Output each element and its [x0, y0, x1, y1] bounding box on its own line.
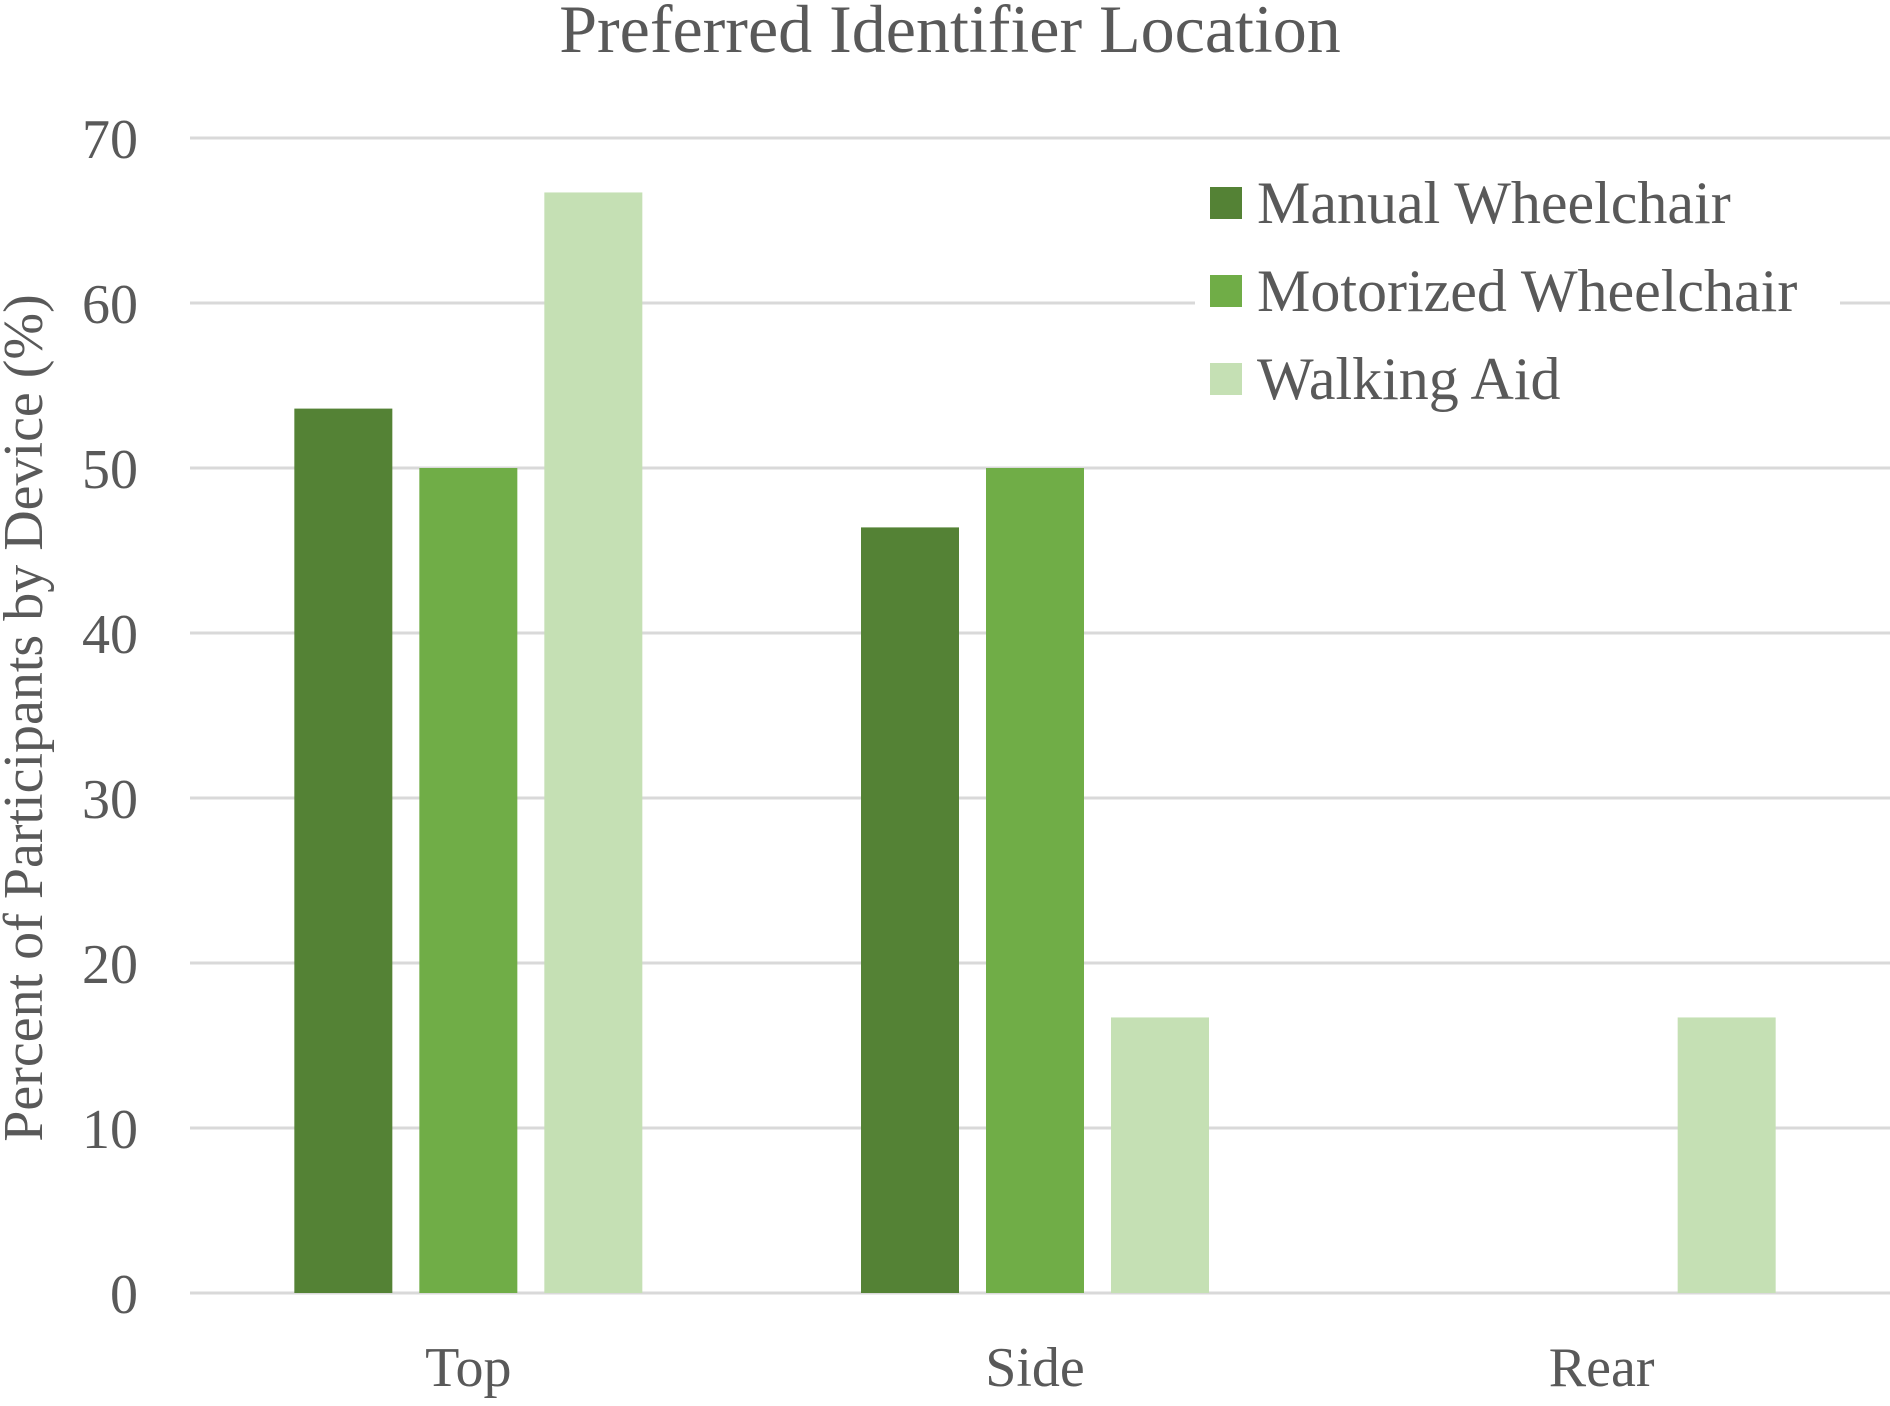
y-axis-ticks: 0 10 20 30 40 50 60 70 [82, 109, 138, 1326]
bar-manual-wheelchair-top [294, 408, 393, 1294]
legend: Manual Wheelchair Motorized Wheelchair Wal… [1195, 158, 1840, 416]
y-tick-label: 40 [82, 604, 138, 666]
y-axis-label: Percent of Participants by Device (%) [0, 294, 55, 1141]
legend-swatch [1210, 275, 1242, 307]
y-tick-label: 30 [82, 769, 138, 831]
y-tick-label: 0 [110, 1264, 138, 1326]
y-tick-label: 20 [82, 934, 138, 996]
bar-walking-aid-side [1111, 1017, 1209, 1293]
bar-motorized-wheelchair-side [986, 468, 1084, 1293]
legend-background [1195, 158, 1840, 416]
legend-swatch [1210, 187, 1242, 219]
bar-motorized-wheelchair-top [419, 468, 518, 1293]
bar-manual-wheelchair-side [861, 527, 959, 1293]
chart-title: Preferred Identifier Location [559, 0, 1341, 67]
y-tick-label: 10 [82, 1099, 138, 1161]
bar-walking-aid-top [544, 192, 643, 1294]
bars [294, 192, 1776, 1294]
x-category-label: Side [985, 1337, 1085, 1399]
x-category-label: Top [425, 1337, 511, 1399]
y-tick-label: 60 [82, 274, 138, 336]
y-tick-label: 70 [82, 109, 138, 171]
legend-swatch [1210, 363, 1242, 395]
legend-label: Manual Wheelchair [1257, 170, 1731, 236]
legend-label: Walking Aid [1257, 346, 1561, 412]
y-tick-label: 50 [82, 439, 138, 501]
x-category-label: Rear [1549, 1337, 1655, 1399]
x-axis-categories: Top Side Rear [425, 1337, 1655, 1399]
legend-label: Motorized Wheelchair [1257, 258, 1797, 324]
bar-walking-aid-rear [1677, 1017, 1776, 1293]
